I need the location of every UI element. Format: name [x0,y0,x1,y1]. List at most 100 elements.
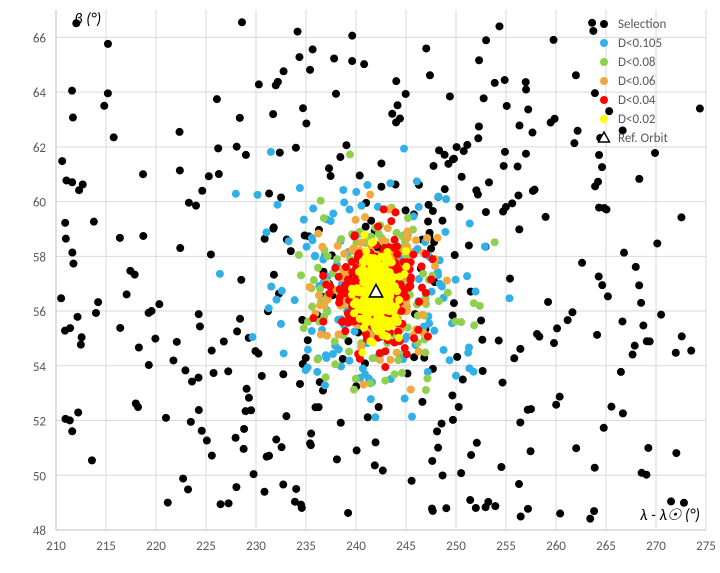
point-d105 [300,216,308,224]
point-selection [276,149,284,157]
point-selection [482,208,490,216]
point-d02 [348,285,356,293]
point-selection [402,206,410,214]
point-selection [309,45,317,53]
point-selection [677,213,685,221]
point-selection [169,356,177,364]
point-selection [232,434,240,442]
point-d02 [371,258,379,266]
point-selection [465,241,473,249]
point-selection [474,191,482,199]
point-selection [429,507,437,515]
point-selection [272,436,280,444]
point-selection [591,182,599,190]
point-selection [453,353,461,361]
point-selection [529,187,537,195]
point-d105 [452,372,460,380]
point-d02 [387,259,395,267]
point-selection [527,447,535,455]
point-d105 [267,148,275,156]
legend-label-d04: D<0.04 [618,93,656,108]
point-d02 [386,268,394,276]
point-selection [439,471,447,479]
point-selection [247,406,255,414]
point-selection [198,187,206,195]
point-selection [307,430,315,438]
point-d06 [360,381,368,389]
point-selection [179,475,187,483]
point-d08 [398,369,406,377]
point-d105 [367,395,375,403]
point-d04 [391,236,399,244]
point-d02 [358,273,366,281]
point-selection [74,408,82,416]
x-tick-label: 265 [596,539,616,554]
point-selection [278,443,286,451]
point-d06 [366,191,374,199]
point-selection [438,217,446,225]
point-selection [394,101,402,109]
point-d02 [367,268,375,276]
y-tick-label: 60 [33,196,47,211]
point-selection [528,129,536,137]
point-selection [210,369,218,377]
point-selection [524,505,532,513]
point-d105 [440,346,448,354]
point-selection [602,205,610,213]
point-selection [672,449,680,457]
point-selection [57,294,65,302]
point-selection [198,427,206,435]
point-selection [551,115,559,123]
point-selection [475,123,483,131]
point-d105 [415,203,423,211]
point-selection [588,19,596,27]
point-d02 [377,279,385,287]
point-d06 [340,250,348,258]
point-selection [678,332,686,340]
point-selection [482,36,490,44]
point-d105 [216,270,224,278]
point-selection [428,457,436,465]
point-selection [572,71,580,79]
x-tick-label: 230 [246,539,266,554]
point-d04 [409,251,417,259]
point-selection [687,347,695,355]
point-d02 [363,310,371,318]
point-d04 [341,289,349,297]
point-selection [371,461,379,469]
point-selection [510,354,518,362]
point-d02 [395,296,403,304]
point-d105 [371,413,379,421]
point-selection [448,391,456,399]
point-selection [68,249,76,257]
point-selection [515,122,523,130]
x-tick-label: 255 [496,539,516,554]
point-d04 [405,283,413,291]
point-d08 [314,264,322,272]
point-d06 [314,230,322,238]
point-selection [497,463,505,471]
legend-label-d02: D<0.02 [618,112,656,127]
point-d08 [435,297,443,305]
point-d08 [317,197,325,205]
point-selection [176,166,184,174]
point-selection [515,225,523,233]
point-selection [600,424,608,432]
point-selection [552,401,560,409]
point-d06 [335,330,343,338]
point-d06 [434,234,442,242]
point-selection [145,309,153,317]
point-selection [224,367,232,375]
point-d105 [313,368,321,376]
point-selection [132,400,140,408]
point-selection [434,444,442,452]
point-selection [516,418,524,426]
point-selection [491,502,499,510]
point-d105 [466,220,474,228]
point-d04 [414,326,422,334]
legend-marker-d04 [600,96,608,104]
point-d02 [395,334,403,342]
point-d105 [340,198,348,206]
point-d105 [465,364,473,372]
point-d08 [322,373,330,381]
